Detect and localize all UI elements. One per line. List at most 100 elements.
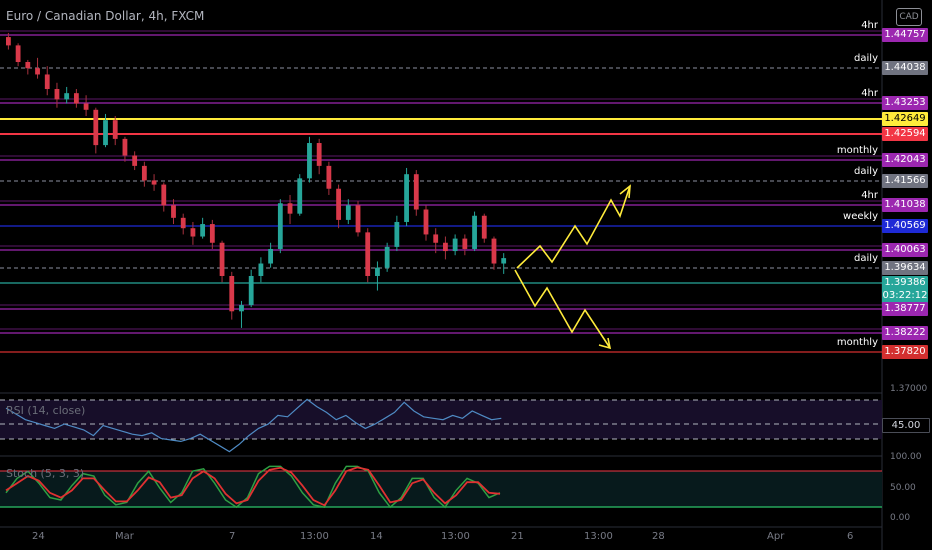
candle-body: [404, 174, 409, 222]
level-timeframe-label: 4hr: [861, 190, 878, 201]
candle-body: [433, 234, 439, 243]
candle-body: [287, 203, 293, 214]
candle-body: [190, 228, 196, 237]
stoch-d-line: [5, 466, 501, 507]
candle-body: [44, 74, 50, 90]
rsi-value-tag: 45.00: [882, 418, 930, 433]
price-scale-tick: 1.37000: [890, 384, 928, 394]
level-timeframe-label: monthly: [836, 337, 878, 348]
candle-body: [258, 263, 264, 276]
candle-body: [93, 109, 99, 146]
candle-body: [141, 165, 147, 181]
candle-body: [443, 242, 448, 252]
level-price-tag: 1.42594: [882, 127, 928, 141]
candle-body: [64, 93, 70, 100]
candle-body: [171, 205, 176, 218]
stoch-k-line: [5, 465, 501, 509]
level-price-tag: 1.37820: [882, 345, 928, 359]
time-axis-label: 28: [652, 531, 665, 542]
candle-body: [394, 221, 400, 247]
stoch-band: [0, 471, 882, 507]
arrow-head-down: [598, 337, 612, 350]
level-price-tag: 1.42649: [882, 112, 928, 126]
candle-body: [248, 275, 254, 306]
candle-body: [219, 242, 225, 276]
candle-body: [180, 217, 186, 229]
candle-body: [112, 120, 118, 139]
time-axis-label: 6: [847, 531, 854, 542]
stoch-tick-0: 0.00: [890, 513, 911, 523]
candle-body: [54, 89, 60, 100]
time-axis-label: 13:00: [441, 531, 470, 542]
level-price-tag: 1.43253: [882, 96, 928, 110]
level-timeframe-label: daily: [854, 253, 878, 264]
stoch-tick-50: 50.00: [890, 483, 916, 493]
time-axis-label: 7: [229, 531, 236, 542]
level-price-tag: 1.38777: [882, 302, 928, 316]
candle-body: [336, 188, 341, 220]
candle-body: [200, 224, 206, 237]
rsi-line: [5, 398, 502, 453]
candle-body: [239, 305, 244, 312]
candle-body: [316, 143, 322, 166]
candle-body: [229, 275, 235, 312]
candle-body: [122, 138, 128, 156]
level-price-tag: 1.40569: [882, 219, 928, 233]
currency-badge[interactable]: CAD: [896, 8, 922, 26]
candle-body: [501, 258, 507, 264]
projection-arrow-up: [516, 185, 631, 269]
level-price-tag: 1.41566: [882, 174, 928, 188]
candle-body: [209, 224, 215, 243]
projection-arrow-down: [514, 269, 611, 349]
candle-body: [423, 209, 429, 235]
time-axis-label: 21: [511, 531, 524, 542]
candle-body: [413, 174, 419, 210]
candle-body: [73, 93, 79, 104]
candle-body: [384, 246, 390, 268]
candle-body: [307, 143, 312, 179]
level-price-tag: 1.41038: [882, 198, 928, 212]
candle-body: [25, 62, 31, 69]
rsi-label[interactable]: RSI (14, close): [6, 404, 86, 417]
level-price-tag: 1.44038: [882, 61, 928, 75]
candle-body: [345, 205, 351, 220]
level-price-tag: 1.40063: [882, 243, 928, 257]
symbol-title: Euro / Canadian Dollar, 4h, FXCM: [6, 9, 205, 23]
level-price-tag: 1.44757: [882, 28, 928, 42]
arrow-head-up: [619, 184, 631, 199]
candle-body: [6, 37, 11, 46]
level-price-tag: 1.38222: [882, 326, 928, 340]
current-price-value: 1.39386: [884, 277, 926, 288]
candle-body: [132, 155, 138, 166]
candle-body: [151, 180, 157, 185]
time-axis-label: Mar: [115, 531, 134, 542]
stoch-label[interactable]: Stoch (5, 3, 3): [6, 467, 85, 480]
candle-body: [472, 215, 477, 249]
candle-body: [268, 248, 274, 264]
candle-body: [103, 120, 108, 146]
level-timeframe-label: daily: [854, 166, 878, 177]
candle-body: [452, 238, 458, 252]
time-axis-label: 13:00: [584, 531, 613, 542]
candle-body: [83, 103, 89, 110]
candle-body: [375, 267, 380, 276]
level-timeframe-label: monthly: [836, 145, 878, 156]
level-timeframe-label: 4hr: [861, 20, 878, 31]
candle-body: [326, 165, 332, 189]
candle-body: [35, 68, 40, 75]
candle-body: [491, 238, 497, 264]
level-price-tag: 1.42043: [882, 153, 928, 167]
level-timeframe-label: 4hr: [861, 88, 878, 99]
candle-body: [365, 232, 371, 276]
time-axis-label: Apr: [767, 531, 785, 542]
candle-body: [481, 215, 487, 239]
candle-body: [462, 238, 468, 249]
time-axis-label: 24: [32, 531, 45, 542]
candle-body: [277, 203, 283, 249]
level-price-tag: 1.39386 03:22:12: [882, 276, 928, 304]
time-axis-label: 14: [370, 531, 383, 542]
candle-body: [355, 205, 361, 233]
level-timeframe-label: daily: [854, 53, 878, 64]
